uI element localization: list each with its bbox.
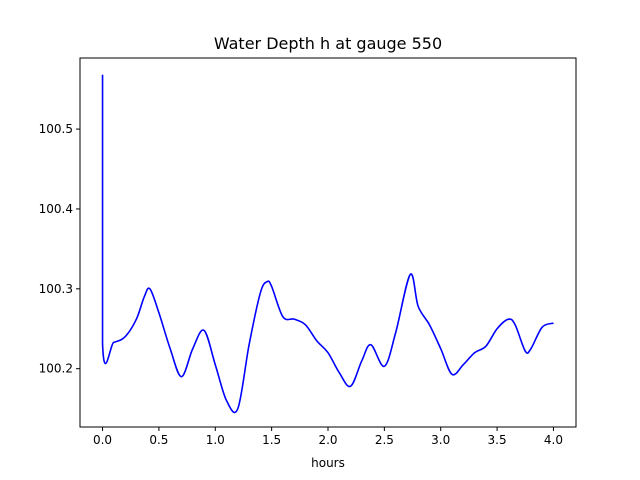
plot-area: [101, 74, 554, 414]
x-axis-label: hours: [311, 456, 345, 470]
chart-title: Water Depth h at gauge 550: [214, 34, 442, 53]
x-tick-label: 0.0: [93, 433, 112, 447]
x-axis: 0.0 0.5 1.0 1.5 2.0 2.5 3.0 3.5 4.0: [93, 427, 563, 447]
x-tick-label: 1.5: [262, 433, 281, 447]
x-tick-label: 0.5: [149, 433, 168, 447]
x-tick-label: 2.0: [318, 433, 337, 447]
x-tick-label: 2.5: [375, 433, 394, 447]
plot-frame: [79, 57, 577, 428]
x-tick-label: 3.0: [431, 433, 450, 447]
x-tick-label: 1.0: [206, 433, 225, 447]
y-tick-label: 100.5: [39, 122, 73, 136]
series-line-0: [101, 74, 554, 414]
y-tick-label: 100.4: [39, 202, 73, 216]
x-tick-label: 3.5: [488, 433, 507, 447]
y-tick-label: 100.3: [39, 282, 73, 296]
y-tick-label: 100.2: [39, 362, 73, 376]
x-tick-label: 4.0: [544, 433, 563, 447]
y-axis: 100.2 100.3 100.4 100.5: [39, 122, 80, 376]
